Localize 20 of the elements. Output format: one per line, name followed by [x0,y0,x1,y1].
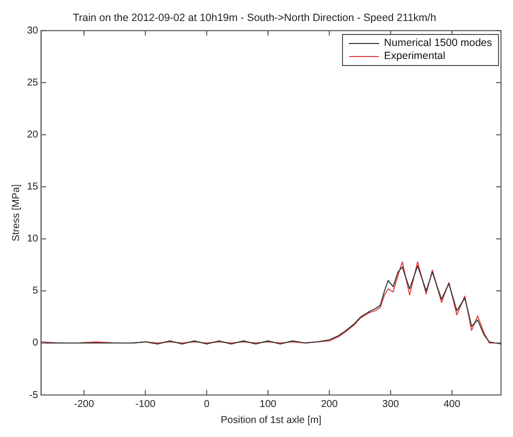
x-axis-title: Position of 1st axle [m] [220,414,322,426]
y-tick-label: 0 [32,338,39,349]
x-tick-label: 200 [320,398,338,410]
x-tick-label: -100 [135,398,156,410]
y-axis-title: Stress [MPa] [10,184,22,242]
x-tick-label: 0 [204,398,210,410]
chart-title: Train on the 2012-09-02 at 10h19m - South->North Direction - Speed 211km/h [72,12,436,24]
legend-label: Numerical 1500 modes [384,37,492,50]
y-tick-label: 15 [27,182,39,193]
x-tick-label: -200 [74,398,94,410]
y-tick-label: 20 [27,129,39,140]
y-tick-label: 25 [27,77,39,88]
legend-label: Experimental [384,50,446,63]
y-tick-label: 10 [27,234,39,245]
x-tick-label: 100 [260,398,277,410]
x-tick-label: 300 [382,398,400,410]
y-tick-label: 30 [27,25,39,36]
y-tick-label: -5 [29,390,39,401]
x-tick-label: 400 [444,398,461,410]
y-tick-label: 5 [32,286,39,297]
